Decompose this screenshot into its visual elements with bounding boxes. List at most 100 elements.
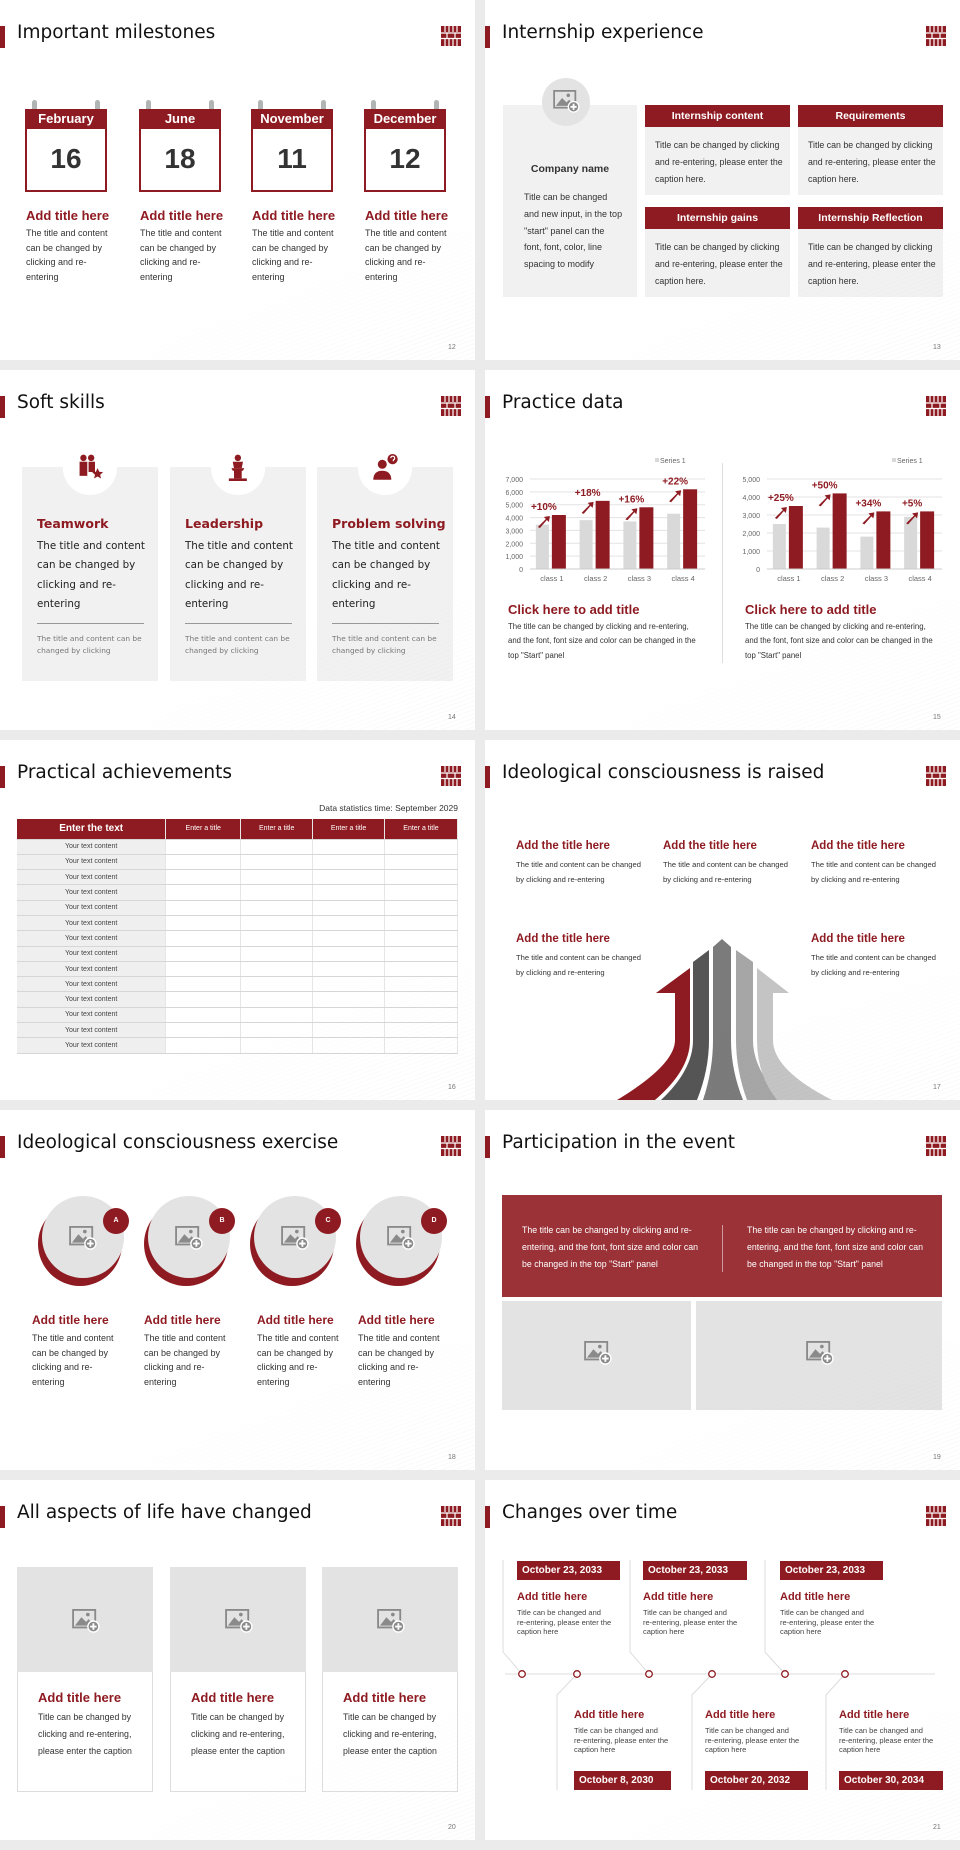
table-cell[interactable] [312, 869, 386, 886]
table-cell[interactable]: Your text content [17, 946, 167, 962]
exercise-title[interactable]: Add title here [32, 1313, 109, 1327]
table-header[interactable]: Enter a title [240, 819, 314, 840]
item-title[interactable]: Add the title here [811, 840, 905, 852]
timeline-title[interactable]: Add title here [574, 1709, 645, 1721]
table-cell[interactable] [165, 961, 242, 978]
timeline-title[interactable]: Add title here [517, 1591, 588, 1603]
table-cell[interactable] [384, 1022, 458, 1039]
table-cell[interactable] [312, 1037, 386, 1054]
table-cell[interactable] [312, 930, 386, 947]
table-cell[interactable] [312, 976, 386, 993]
table-cell[interactable] [240, 991, 314, 1008]
life-image-placeholder[interactable] [170, 1567, 306, 1672]
table-header[interactable]: Enter the text [17, 819, 167, 840]
table-cell[interactable]: Your text content [17, 961, 167, 978]
table-cell[interactable] [312, 884, 386, 901]
table-cell[interactable] [240, 961, 314, 978]
table-cell[interactable] [165, 946, 242, 962]
table-cell[interactable] [165, 976, 242, 993]
life-card-title[interactable]: Add title here [38, 1690, 122, 1705]
item-title[interactable]: Add the title here [516, 840, 610, 852]
table-cell[interactable] [165, 854, 242, 871]
slide-internship-experience[interactable]: Internship experience Company name Title… [485, 0, 960, 360]
table-cell[interactable] [165, 839, 242, 855]
table-cell[interactable] [240, 869, 314, 886]
table-cell[interactable] [165, 869, 242, 886]
table-cell[interactable] [312, 946, 386, 962]
table-cell[interactable]: Your text content [17, 839, 167, 855]
table-cell[interactable]: Your text content [17, 1022, 167, 1039]
table-cell[interactable] [165, 1022, 242, 1039]
table-cell[interactable] [165, 991, 242, 1008]
slide-important-milestones[interactable]: Important milestones February 16 Add title… [0, 0, 475, 360]
table-cell[interactable]: Your text content [17, 884, 167, 901]
table-cell[interactable] [384, 976, 458, 993]
table-cell[interactable] [384, 854, 458, 871]
event-image-placeholder[interactable] [696, 1301, 942, 1410]
skill-title[interactable]: Problem solving [332, 516, 446, 531]
table-cell[interactable] [312, 854, 386, 871]
info-box-header[interactable]: Internship gains [645, 207, 790, 229]
table-cell[interactable]: Your text content [17, 1037, 167, 1054]
life-image-placeholder[interactable] [17, 1567, 153, 1672]
table-cell[interactable]: Your text content [17, 991, 167, 1008]
table-cell[interactable]: Your text content [17, 900, 167, 916]
slide-practical-achievements[interactable]: Practical achievements Data statistics t… [0, 740, 475, 1100]
table-header[interactable]: Enter a title [384, 819, 458, 840]
slide-soft-skills[interactable]: Soft skills Teamwork The title and conten… [0, 370, 475, 730]
table-cell[interactable] [312, 900, 386, 916]
table-cell[interactable]: Your text content [17, 869, 167, 886]
table-cell[interactable] [240, 900, 314, 916]
calendar-date[interactable]: November 11 [251, 100, 333, 192]
calendar-date[interactable]: December 12 [364, 100, 446, 192]
table-cell[interactable] [384, 946, 458, 962]
table-cell[interactable] [240, 976, 314, 993]
table-cell[interactable] [240, 839, 314, 855]
table-cell[interactable] [312, 839, 386, 855]
info-box-header[interactable]: Internship Reflection [798, 207, 943, 229]
table-cell[interactable] [384, 869, 458, 886]
timeline-title[interactable]: Add title here [643, 1591, 714, 1603]
item-title[interactable]: Add the title here [663, 840, 757, 852]
life-card-title[interactable]: Add title here [191, 1690, 275, 1705]
timeline-title[interactable]: Add title here [780, 1591, 851, 1603]
table-cell[interactable] [312, 915, 386, 932]
caption-title[interactable]: Click here to add title [508, 602, 640, 617]
exercise-title[interactable]: Add title here [257, 1313, 334, 1327]
table-cell[interactable] [240, 1037, 314, 1054]
milestone-title[interactable]: Add title here [140, 208, 224, 223]
timeline-title[interactable]: Add title here [839, 1709, 910, 1721]
table-cell[interactable] [384, 900, 458, 916]
item-title[interactable]: Add the title here [516, 933, 610, 945]
exercise-title[interactable]: Add title here [358, 1313, 435, 1327]
item-title[interactable]: Add the title here [811, 933, 905, 945]
table-header[interactable]: Enter a title [312, 819, 386, 840]
event-image-placeholder[interactable] [502, 1301, 691, 1410]
table-cell[interactable] [240, 946, 314, 962]
table-cell[interactable] [312, 961, 386, 978]
table-cell[interactable] [240, 854, 314, 871]
table-cell[interactable] [165, 900, 242, 916]
table-cell[interactable]: Your text content [17, 915, 167, 932]
calendar-date[interactable]: February 16 [25, 100, 107, 192]
table-cell[interactable] [384, 1037, 458, 1054]
table-cell[interactable] [165, 930, 242, 947]
table-cell[interactable] [165, 1007, 242, 1024]
timeline-title[interactable]: Add title here [705, 1709, 776, 1721]
table-cell[interactable] [240, 1022, 314, 1039]
table-cell[interactable]: Your text content [17, 930, 167, 947]
table-cell[interactable]: Your text content [17, 976, 167, 993]
table-cell[interactable] [312, 1007, 386, 1024]
table-cell[interactable] [312, 991, 386, 1008]
table-cell[interactable] [384, 930, 458, 947]
table-cell[interactable] [165, 884, 242, 901]
table-cell[interactable] [165, 915, 242, 932]
slide-all-aspects-of-life-changed[interactable]: All aspects of life have changed Add tit… [0, 1480, 475, 1840]
slide-practice-data[interactable]: Practice data 0 1,000 2,000 3,000 4,000 5,000… [485, 370, 960, 730]
company-image-placeholder[interactable] [542, 78, 590, 126]
calendar-date[interactable]: June 18 [139, 100, 221, 192]
table-cell[interactable] [384, 915, 458, 932]
table-cell[interactable] [384, 1007, 458, 1024]
caption-title[interactable]: Click here to add title [745, 602, 877, 617]
life-image-placeholder[interactable] [322, 1567, 458, 1672]
